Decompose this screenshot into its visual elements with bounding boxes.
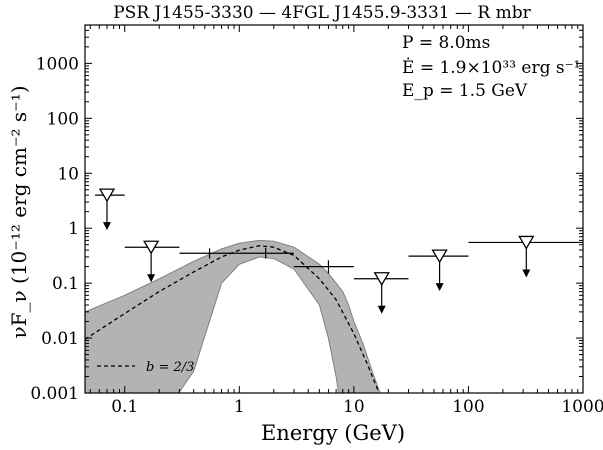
upper-limit-arrow-head — [377, 305, 386, 314]
upper-limit-arrow-head — [147, 274, 156, 283]
upper-limit-arrow-head — [102, 222, 111, 231]
annotation-block: P = 8.0ms Ė = 1.9×10³³ erg s⁻¹ E_p = 1.5… — [402, 33, 580, 101]
upper-limit — [124, 240, 180, 283]
annotation-edot: Ė = 1.9×10³³ erg s⁻¹ — [402, 57, 580, 78]
upper-limit-triangle — [431, 249, 448, 264]
flux-point — [239, 247, 294, 259]
upper-limit-arrow-head — [522, 269, 531, 278]
legend: b = 2/3 — [97, 360, 194, 375]
upper-limit — [408, 249, 469, 292]
model-band-layer — [85, 239, 381, 393]
y-tick-label: 1000 — [36, 54, 79, 74]
annotation-period: P = 8.0ms — [402, 33, 490, 53]
model-curve — [85, 245, 380, 393]
upper-limit — [353, 272, 409, 314]
axis-ticks-layer: 0.1 1 10 100 1000 0.001 0.01 0.1 1 10 100 1000 — [30, 24, 603, 417]
upper-limit — [94, 188, 125, 231]
plot-frame — [84, 24, 584, 394]
y-tick-label: 0.001 — [30, 384, 79, 404]
data-points-layer — [94, 188, 583, 314]
x-tick-label: 10 — [343, 397, 365, 417]
x-tick-label: 1000 — [561, 397, 603, 417]
upper-limit — [468, 235, 583, 278]
flux-point — [293, 260, 354, 274]
upper-limit-triangle — [518, 235, 535, 250]
x-tick-label: 1 — [234, 397, 245, 417]
upper-limit-triangle — [98, 188, 116, 203]
x-tick-label: 100 — [452, 397, 484, 417]
upper-limit-triangle — [373, 272, 390, 287]
y-tick-label: 10 — [57, 164, 79, 184]
x-tick-label: 0.1 — [111, 397, 138, 417]
flux-point — [179, 248, 240, 259]
upper-limit-arrow-head — [435, 283, 444, 292]
y-tick-label: 0.01 — [41, 329, 79, 349]
model-curve-layer — [85, 245, 380, 393]
annotation-epeak: E_p = 1.5 GeV — [402, 81, 528, 101]
x-axis-label: Energy (GeV) — [261, 421, 405, 445]
chart-title: PSR J1455-3330 — 4FGL J1455.9-3331 — R m… — [113, 3, 531, 23]
upper-limit-triangle — [143, 240, 160, 255]
y-tick-label: 0.1 — [52, 274, 79, 294]
y-tick-label: 1 — [68, 219, 79, 239]
model-uncertainty-band — [85, 239, 381, 393]
legend-label: b = 2/3 — [146, 360, 194, 375]
y-tick-label: 100 — [47, 109, 79, 129]
y-axis-label: νF_ν (10⁻¹² erg cm⁻² s⁻¹) — [7, 85, 31, 338]
